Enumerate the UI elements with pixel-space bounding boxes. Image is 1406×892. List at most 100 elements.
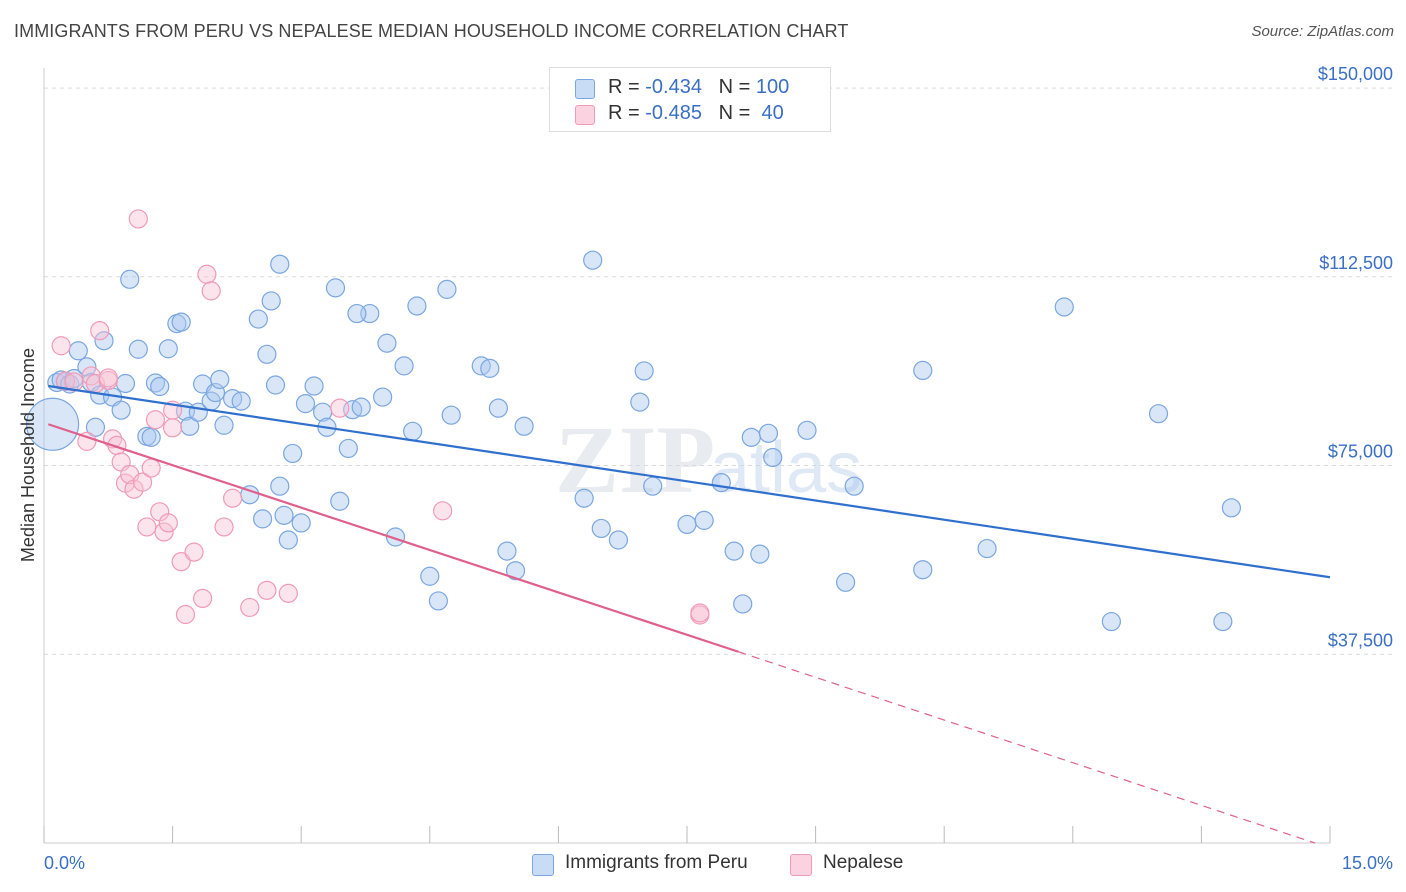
data-point-peru <box>1054 297 1074 317</box>
data-point-nepalese <box>77 431 97 451</box>
series-nepalese-points <box>51 209 710 625</box>
y-axis-label: Median Household Income <box>18 348 38 562</box>
data-point-peru <box>677 514 697 535</box>
data-point-nepalese <box>145 410 166 430</box>
x-tick-label: 15.0% <box>1342 853 1393 873</box>
data-point-peru <box>750 544 770 564</box>
data-point-nepalese <box>184 542 204 562</box>
data-point-peru <box>844 476 864 496</box>
legend-swatch-nepalese <box>790 854 812 876</box>
x-tick-labels: 0.0% 15.0% <box>44 853 1393 873</box>
data-point-peru <box>763 447 783 468</box>
data-point-nepalese <box>90 321 110 341</box>
data-point-peru <box>120 269 140 289</box>
data-point-peru <box>608 530 629 550</box>
chart-title: IMMIGRANTS FROM PERU VS NEPALESE MEDIAN … <box>14 21 849 41</box>
data-point-nepalese <box>132 472 153 492</box>
data-point-peru <box>385 527 406 547</box>
data-point-peru <box>330 491 350 511</box>
data-point-peru <box>630 392 650 412</box>
data-point-peru <box>304 376 324 396</box>
data-point-peru <box>441 405 461 425</box>
data-point-nepalese <box>128 209 148 229</box>
data-point-peru <box>270 476 290 496</box>
data-point-peru <box>488 398 508 418</box>
data-point-peru <box>711 473 731 493</box>
data-point-peru <box>77 357 97 377</box>
data-point-peru <box>253 509 273 529</box>
legend-n-value-peru: 100 <box>755 76 790 98</box>
data-point-nepalese <box>690 603 710 623</box>
data-point-nepalese <box>201 281 221 301</box>
y-tick-label: $37,500 <box>1328 630 1393 650</box>
data-point-peru <box>377 333 397 353</box>
data-point-peru <box>158 339 178 359</box>
data-point-peru <box>733 594 753 614</box>
y-tick-label: $75,000 <box>1328 442 1393 462</box>
data-point-nepalese <box>163 418 183 438</box>
data-point-peru <box>351 397 371 417</box>
data-point-peru <box>634 361 654 381</box>
data-point-peru <box>1148 404 1169 424</box>
data-point-peru <box>403 421 423 441</box>
data-point-peru <box>977 538 997 559</box>
data-point-peru <box>214 415 234 435</box>
data-point-peru <box>428 591 448 611</box>
watermark-zip: ZIP <box>555 406 715 513</box>
data-point-nepalese <box>137 517 157 537</box>
data-point-nepalese <box>240 597 260 618</box>
data-point-peru <box>913 360 933 381</box>
data-point-peru <box>497 541 517 561</box>
trend-line-nepalese-extension <box>738 651 1316 844</box>
data-point-peru <box>758 423 779 443</box>
grid-lines <box>44 87 1394 655</box>
data-point-nepalese <box>278 583 298 603</box>
data-point-peru <box>338 438 358 459</box>
trend-line-peru <box>48 384 1331 579</box>
legend-r-value-nepalese: -0.485 <box>645 102 702 124</box>
data-point-peru <box>85 417 106 437</box>
legend-label-nepalese: Nepalese <box>823 852 904 873</box>
data-point-peru <box>265 375 286 395</box>
data-point-peru <box>94 331 114 351</box>
watermark: ZIP atlas <box>555 406 862 513</box>
legend-r-value-peru: -0.434 <box>645 76 702 98</box>
data-point-peru <box>394 356 414 376</box>
data-point-peru <box>797 420 817 440</box>
data-point-peru <box>283 443 303 464</box>
data-point-peru <box>913 560 933 580</box>
data-point-nepalese <box>193 588 213 609</box>
data-point-nepalese <box>171 552 191 572</box>
legend-stats: R = -0.434 N = 100 R = -0.485 N = 40 <box>549 67 831 132</box>
data-point-nepalese <box>51 336 71 356</box>
data-point-nepalese <box>64 372 84 392</box>
data-point-peru <box>295 394 316 414</box>
data-point-peru <box>261 291 281 311</box>
legend-n-label: N = <box>718 102 756 124</box>
data-point-nepalese <box>154 522 174 542</box>
data-point-nepalese <box>330 398 350 418</box>
data-point-peru <box>291 513 311 533</box>
data-point-peru <box>231 391 251 411</box>
data-point-peru <box>836 572 856 592</box>
data-point-peru <box>724 541 744 561</box>
legend-swatch-peru <box>575 79 595 99</box>
series-peru-points <box>25 250 1242 632</box>
data-point-peru <box>25 397 80 451</box>
data-point-nepalese <box>175 604 196 625</box>
data-point-peru <box>171 312 191 332</box>
data-point-peru <box>514 416 534 436</box>
x-tick-label: 0.0% <box>44 853 85 873</box>
data-point-peru <box>68 341 88 361</box>
data-point-peru <box>480 358 500 378</box>
axes <box>43 68 1331 844</box>
data-point-peru <box>257 344 277 364</box>
data-point-peru <box>574 488 594 508</box>
data-point-peru <box>128 339 148 359</box>
legend-swatch-nepalese <box>575 105 595 125</box>
data-point-peru <box>210 369 230 390</box>
data-point-peru <box>741 427 761 447</box>
data-point-peru <box>270 254 290 274</box>
data-point-peru <box>505 561 526 581</box>
trend-lines <box>47 384 1331 844</box>
